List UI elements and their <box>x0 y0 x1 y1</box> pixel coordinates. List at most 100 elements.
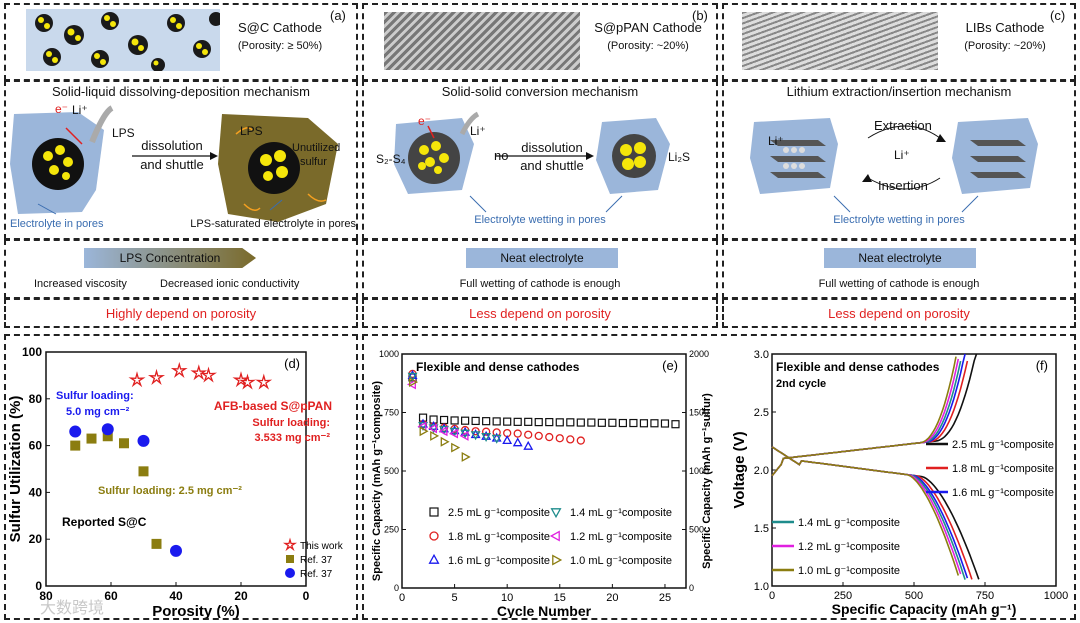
data-point <box>491 434 502 444</box>
data-point <box>419 426 429 437</box>
legend-label: 1.6 mL g⁻¹composite <box>448 555 550 567</box>
data-point <box>629 418 638 428</box>
data-point <box>660 419 670 428</box>
x-axis-label: Porosity (%) <box>152 603 240 618</box>
discharge-curve <box>771 446 980 580</box>
legend-marker <box>552 554 563 566</box>
panel-c-extraction: Extraction <box>874 118 932 133</box>
annotation: 3.533 mg cm⁻² <box>254 432 330 444</box>
data-point-star <box>199 366 218 383</box>
panel-a-tag: (a) <box>330 8 346 23</box>
y-tick-label: 2.5 <box>754 407 769 419</box>
panel-a-label-right: LPS-saturated electrolyte in pores <box>190 218 356 230</box>
y-tick-label: 0 <box>394 583 399 593</box>
y-tick-label: 3.0 <box>754 349 769 361</box>
panel-b-mechanism-title: Solid-solid conversion mechanism <box>441 84 639 99</box>
panel-b-title: S@pPAN Cathode <box>594 20 702 35</box>
x-tick-label: 20 <box>606 592 618 604</box>
panel-c-porosity: (Porosity: ~20%) <box>964 40 1046 52</box>
legend-label: 1.4 mL g⁻¹composite <box>798 517 900 529</box>
panel-b-prop: Full wetting of cathode is enough <box>459 278 621 290</box>
panel-a-title: S@C Cathode <box>237 20 323 35</box>
x-axis-label: Specific Capacity (mAh g⁻¹) <box>832 601 1017 617</box>
data-point <box>407 372 418 382</box>
data-point <box>451 442 461 453</box>
y-tick-label: 0 <box>35 579 42 593</box>
data-point <box>671 420 680 429</box>
panel-a-arrow-top: dissolution <box>141 138 203 153</box>
data-point <box>440 436 450 447</box>
panel-a-arrow-bottom: and shuttle <box>140 157 204 172</box>
legend-marker <box>428 553 440 564</box>
libs-cathode-image <box>742 12 938 70</box>
panel-c-diagram <box>750 118 1038 213</box>
data-point <box>459 431 469 441</box>
panel-b-right-species: Li₂S <box>668 150 691 164</box>
data-point <box>409 377 419 387</box>
data-point-star <box>255 373 273 390</box>
panel-a-label-left: Electrolyte in pores <box>10 218 104 230</box>
x-tick-label: 0 <box>399 592 405 604</box>
legend-label: 2.5 mL g⁻¹composite <box>448 507 550 519</box>
data-point-square <box>119 438 129 449</box>
data-point <box>460 429 471 439</box>
y-tick-label: 2.0 <box>754 465 769 477</box>
chart-tag: (e) <box>662 358 678 373</box>
data-point <box>534 417 543 427</box>
panel-b-tag: (b) <box>692 8 708 23</box>
data-point-star <box>170 361 188 378</box>
plot-frame <box>401 353 687 589</box>
panel-a-electron: e⁻ <box>55 102 69 116</box>
data-point <box>639 419 649 428</box>
x-tick-label: 500 <box>905 590 923 602</box>
data-point <box>407 369 418 379</box>
panel-b-electron: e⁻ <box>418 114 432 128</box>
x-tick-label: 0 <box>303 589 310 603</box>
data-point <box>428 423 438 434</box>
chart-title: Flexible and dense cathodes <box>416 360 580 374</box>
x-tick-label: 60 <box>104 589 118 603</box>
data-point <box>608 418 617 427</box>
data-point <box>555 418 564 427</box>
annotation: Reported S@C <box>62 515 147 529</box>
y-tick-label: 20 <box>29 532 43 546</box>
panel-b-conclusion <box>362 298 718 328</box>
panel-c-center-li: Li⁺ <box>894 148 910 162</box>
y2-axis-label: Specific Capacity (mAh g⁻¹sulfur) <box>701 393 713 569</box>
data-point <box>449 428 459 439</box>
data-point <box>576 418 585 427</box>
panel-b-conclusion-text: Less depend on porosity <box>469 306 611 321</box>
legend-marker <box>429 507 439 517</box>
panel-c-label: Electrolyte wetting in pores <box>833 214 965 226</box>
annotation: 5.0 mg cm⁻² <box>66 406 130 418</box>
panel-a-diagram <box>10 105 338 222</box>
panel-a-li-ion: Li⁺ <box>72 103 88 117</box>
panel-c-conclusion <box>722 298 1076 328</box>
panel-a-prop-right: Decreased ionic conductivity <box>160 278 300 290</box>
y-axis-label: Sulfur Utilization (%) <box>7 396 24 543</box>
x-tick-label: 250 <box>834 590 852 602</box>
charge-curve <box>771 358 960 477</box>
data-point <box>418 421 429 431</box>
discharge-curve <box>771 446 966 580</box>
panel-b-label: Electrolyte wetting in pores <box>474 214 606 226</box>
panel-c-li-ion: Li⁺ <box>768 134 784 148</box>
data-point-circle <box>170 544 182 557</box>
annotation: Sulfur loading: <box>56 390 134 402</box>
annotation: Sulfur loading: <box>252 417 330 429</box>
data-point <box>503 417 512 426</box>
y-tick-label: 1.0 <box>754 581 769 593</box>
panel-a-porosity: (Porosity: ≥ 50%) <box>237 40 323 52</box>
x-tick-label: 5 <box>452 592 458 604</box>
panel-a-conclusion <box>4 298 358 328</box>
legend-marker <box>282 537 298 552</box>
panel-a-lps: LPS <box>112 126 135 140</box>
panel-b-li-ion: Li⁺ <box>470 124 486 138</box>
panel-a-prop-left: Increased viscosity <box>34 278 127 290</box>
panel-c-tag: (c) <box>1050 8 1066 23</box>
data-point <box>534 431 543 441</box>
panel-b-arrow-bottom: and shuttle <box>520 158 584 173</box>
panel-c-neat-electrolyte-bar: Neat electrolyte <box>824 248 976 268</box>
data-point <box>597 418 606 427</box>
x-tick-label: 80 <box>39 589 53 603</box>
